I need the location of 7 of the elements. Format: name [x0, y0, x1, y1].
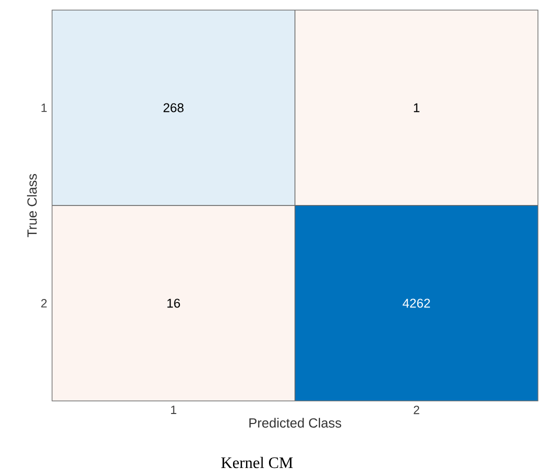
data-label: 16 — [167, 298, 180, 308]
y-axis-title: True Class — [27, 174, 37, 238]
x-axis-title: Predicted Class — [249, 418, 342, 428]
data-label: 268 — [164, 103, 184, 112]
text: Kernel CM — [221, 456, 293, 468]
data-label: 1 — [414, 103, 420, 112]
data-label: 4262 — [402, 298, 430, 308]
